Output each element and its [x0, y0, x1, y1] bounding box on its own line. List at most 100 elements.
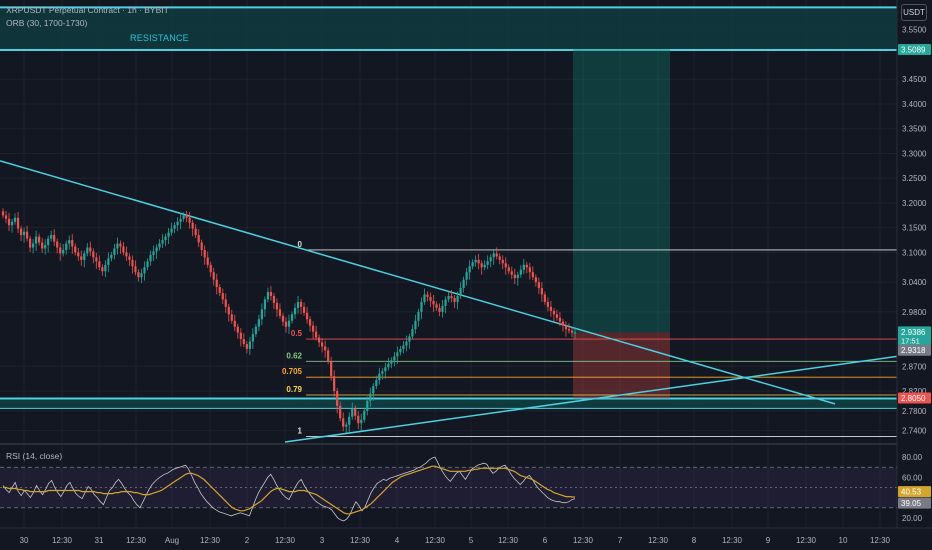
rsi-badge: [898, 497, 931, 509]
candle-body: [10, 221, 14, 226]
candle-body: [522, 264, 525, 270]
candle-body: [296, 301, 300, 308]
candle-body: [137, 272, 140, 278]
candle-body: [152, 251, 155, 255]
candle-body: [269, 292, 273, 296]
candle-body: [200, 242, 203, 250]
candle-body: [546, 301, 550, 307]
time-tick-label: 12:30: [498, 536, 519, 545]
currency-button[interactable]: USDT: [901, 4, 927, 21]
candle-body: [182, 215, 185, 219]
time-tick-label: 12:30: [126, 536, 147, 545]
rsi-ma-line: [3, 465, 576, 515]
candle-body: [357, 415, 360, 424]
candle-body: [435, 304, 438, 308]
candle-body: [420, 301, 423, 312]
candle-body: [429, 296, 432, 301]
candle-body: [507, 267, 510, 272]
candle-body: [59, 247, 62, 254]
candle-body: [314, 331, 318, 338]
candle-body: [4, 215, 8, 219]
candle-body: [308, 319, 312, 326]
price-tick-label: 3.4000: [902, 100, 927, 109]
candle-body: [293, 307, 297, 315]
candle-body: [354, 408, 357, 416]
candle-body: [519, 269, 522, 275]
candle-body: [92, 251, 95, 258]
candle-body: [555, 314, 559, 318]
candle-body: [453, 297, 456, 302]
candle-body: [465, 272, 468, 280]
time-tick-label: 31: [95, 536, 104, 545]
fib-level-label: 0.62: [286, 351, 302, 360]
candle-body: [146, 261, 149, 268]
fib-level-label: 0: [298, 240, 303, 249]
time-tick-label: 30: [20, 536, 29, 545]
candle-body: [143, 267, 146, 274]
candle-body: [281, 315, 285, 322]
candle-body: [468, 266, 471, 273]
candle-body: [38, 236, 41, 243]
candle-body: [336, 391, 339, 406]
price-badge-label: 2.9386: [901, 328, 926, 337]
candle-body: [71, 240, 74, 247]
candle-body: [149, 254, 152, 262]
candle-body: [212, 272, 215, 280]
candle-body: [257, 319, 260, 327]
candle-body: [360, 419, 363, 424]
time-tick-label: 8: [692, 536, 697, 545]
price-badge-label: 2.9318: [901, 346, 926, 355]
rsi-tick-label: 80.00: [902, 453, 923, 462]
candle-body: [432, 300, 435, 305]
candle-body: [305, 312, 309, 320]
indicator-title[interactable]: ORB (30, 1700-1730): [6, 18, 88, 28]
rsi-title[interactable]: RSI (14, close): [6, 451, 63, 461]
candle-body: [275, 302, 279, 310]
rsi-badge-label: 39.05: [901, 499, 922, 508]
time-tick-label: 12:30: [870, 536, 891, 545]
price-tick-label: 2.7800: [902, 407, 927, 416]
candle-body: [477, 259, 480, 264]
candle-body: [191, 222, 194, 229]
candle-body: [197, 235, 200, 243]
price-tick-label: 2.9800: [902, 308, 927, 317]
candle-body: [366, 400, 369, 411]
time-tick-label: 3: [320, 536, 325, 545]
time-tick-label: 12:30: [796, 536, 817, 545]
candle-body: [230, 314, 233, 321]
candle-body: [414, 320, 417, 330]
candle-body: [233, 320, 236, 327]
candle-body: [83, 253, 86, 260]
candle-body: [13, 217, 17, 222]
fib-level-label: 0.79: [286, 385, 302, 394]
candle-body: [348, 416, 351, 425]
price-tick-label: 2.8700: [902, 362, 927, 371]
candle-body: [131, 259, 134, 267]
price-tick-label: 3.3500: [902, 125, 927, 134]
candle-body: [417, 311, 420, 321]
candle-body: [426, 294, 429, 297]
time-tick-label: 7: [618, 536, 623, 545]
candle-body: [95, 257, 98, 262]
candle-body: [203, 249, 206, 258]
candle-body: [125, 252, 128, 257]
candle-body: [19, 228, 23, 236]
candle-body: [25, 231, 29, 239]
candle-body: [104, 264, 107, 272]
symbol-title[interactable]: XRPUSDT Perpetual Contract · 1h · BYBIT: [6, 5, 169, 15]
price-tick-label: 3.1000: [902, 248, 927, 257]
candle-body: [68, 240, 71, 244]
rsi-band: [0, 467, 897, 508]
support-zone: [0, 398, 897, 409]
candle-body: [564, 325, 568, 330]
time-tick-label: 9: [766, 536, 771, 545]
candle-body: [540, 288, 543, 295]
price-tick-label: 3.5500: [902, 26, 927, 35]
candle-body: [215, 279, 218, 288]
candle-body: [107, 258, 110, 265]
candle-body: [408, 336, 411, 342]
candle-body: [113, 248, 116, 255]
candle-body: [537, 282, 540, 289]
candle-body: [194, 228, 197, 236]
